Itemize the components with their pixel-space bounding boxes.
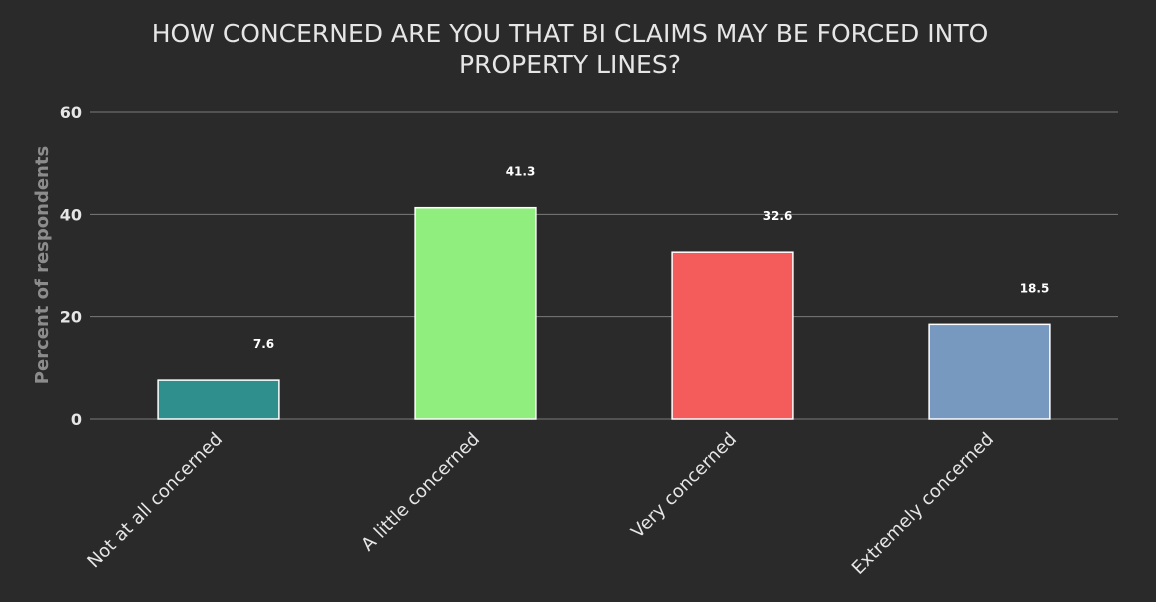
bar-3 [671,251,794,420]
bar-2 [414,206,537,420]
bar-4 [928,323,1051,420]
x-axis-ticks: Not at all concerned A little concerned Ve… [83,429,998,579]
chart-title-line-1: HOW CONCERNED ARE YOU THAT BI CLAIMS MAY… [152,19,989,48]
y-tick-label: 60 [60,103,82,122]
x-tick-label: Not at all concerned [83,429,227,573]
x-tick-label: A little concerned [357,429,484,556]
chart-title: HOW CONCERNED ARE YOU THAT BI CLAIMS MAY… [152,19,989,79]
y-tick-label: 40 [60,205,82,224]
y-axis-label: Percent of respondents [32,146,53,384]
chart-title-line-2: PROPERTY LINES? [459,50,681,79]
data-labels: 7.6 41.3 32.6 18.5 [253,165,1049,351]
y-axis-ticks: 0 20 40 60 [60,103,82,429]
data-label: 18.5 [1020,281,1050,295]
y-tick-label: 20 [60,308,82,327]
x-tick-label: Extremely concerned [848,429,998,579]
data-label: 32.6 [763,209,793,223]
data-label: 7.6 [253,337,274,351]
bar-1 [157,379,280,420]
data-label: 41.3 [506,165,536,179]
bars [157,206,1051,420]
x-tick-label: Very concerned [627,429,741,543]
y-tick-label: 0 [71,410,82,429]
